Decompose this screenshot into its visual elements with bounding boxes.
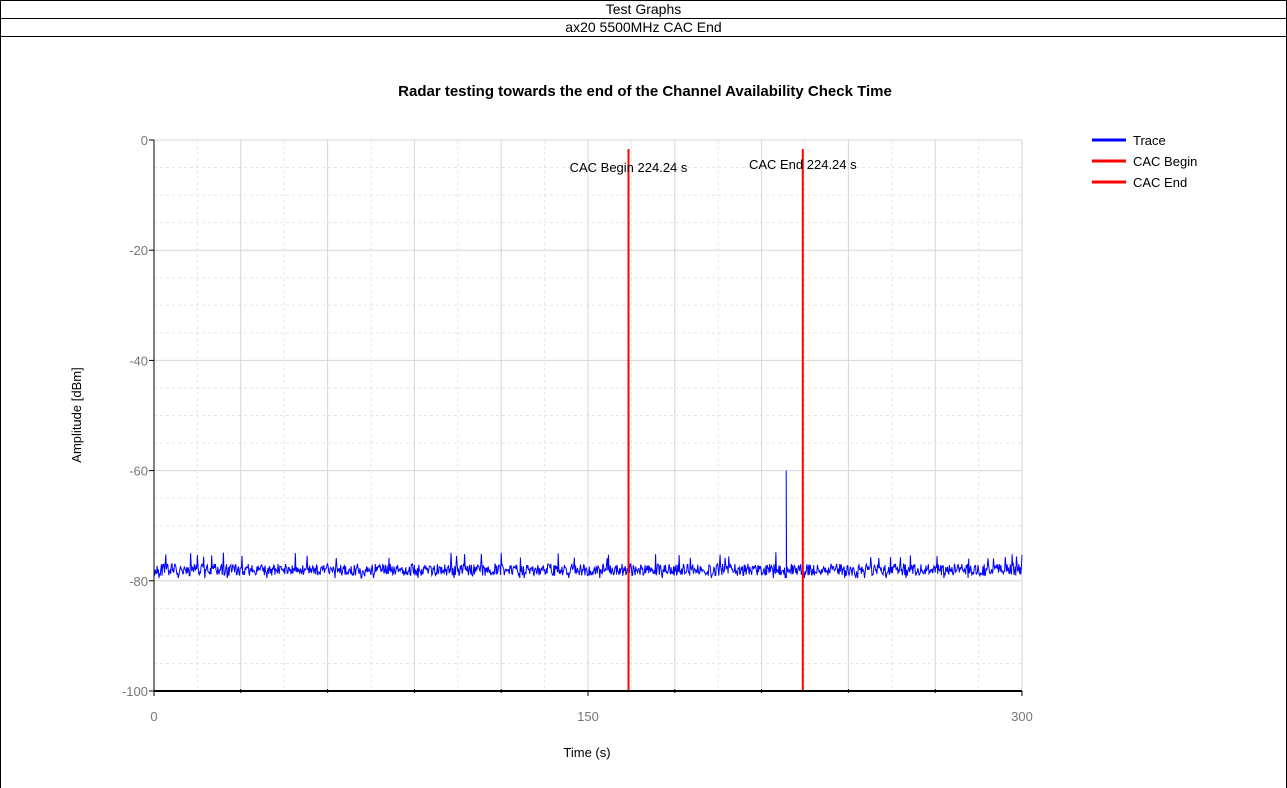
x-tick-label: 300 — [1011, 709, 1033, 724]
legend-item-trace: Trace — [1133, 133, 1166, 148]
legend-item-cac-end: CAC End — [1133, 175, 1187, 190]
y-tick-label: -40 — [129, 353, 148, 368]
y-tick-label: -80 — [129, 574, 148, 589]
y-tick-label: -20 — [129, 243, 148, 258]
x-tick-label: 150 — [577, 709, 599, 724]
legend: Trace CAC Begin CAC End — [1092, 133, 1197, 190]
y-axis-label: Amplitude [dBm] — [69, 367, 84, 462]
grid-layer — [153, 139, 1023, 692]
trace-layer — [153, 470, 1023, 579]
legend-item-cac-begin: CAC Begin — [1133, 154, 1197, 169]
y-tick-label: -100 — [122, 684, 148, 699]
y-tick-label: 0 — [141, 133, 148, 148]
chart-title: Radar testing towards the end of the Cha… — [398, 83, 892, 100]
annotation-layer: CAC Begin 224.24 s CAC End 224.24 s — [570, 157, 858, 175]
marker-layer — [627, 149, 804, 691]
cac-end-annotation: CAC End 224.24 s — [749, 157, 857, 172]
x-tick-label: 0 — [150, 709, 157, 724]
trace-series-line — [153, 470, 1023, 579]
y-tick-label: -60 — [129, 464, 148, 479]
x-axis-label: Time (s) — [563, 745, 610, 760]
cac-begin-annotation: CAC Begin 224.24 s — [570, 160, 688, 175]
